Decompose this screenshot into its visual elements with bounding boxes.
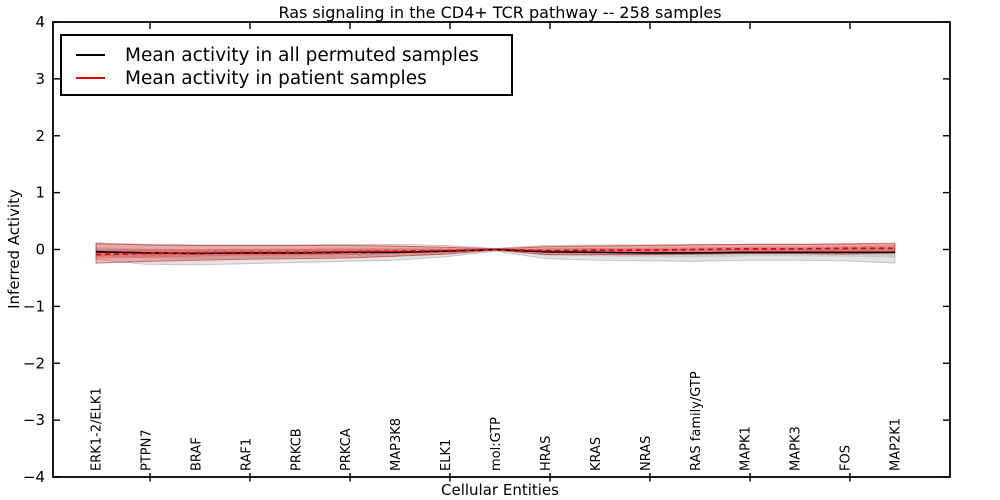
- band-permuted: [95, 242, 896, 266]
- x-tick-label: MAP2K1: [889, 418, 904, 471]
- legend-entry-permuted: Mean activity in all permuted samples: [62, 44, 479, 66]
- x-tick-label: PRKCB: [289, 428, 304, 471]
- y-axis-title: Inferred Activity: [5, 189, 23, 309]
- x-tick-label: FOS: [839, 445, 854, 471]
- legend-line-red: [76, 77, 105, 79]
- legend: Mean activity in all permuted samples Me…: [60, 34, 513, 96]
- y-tick-label: 2: [35, 127, 45, 145]
- x-tick-label: mol:GTP: [489, 417, 504, 471]
- y-tick-label: −4: [23, 468, 45, 486]
- y-tick-label: −2: [23, 354, 45, 372]
- legend-entry-patient: Mean activity in patient samples: [62, 67, 427, 89]
- x-axis-title: Cellular Entities: [441, 481, 559, 499]
- x-tick-label: MAP3K8: [389, 418, 404, 471]
- x-tick-label: NRAS: [639, 436, 654, 471]
- y-tick-label: 4: [35, 13, 45, 31]
- x-tick-label: MAPK3: [789, 426, 804, 471]
- x-tick-label: PTPN7: [139, 429, 154, 471]
- x-tick-label: ERK1-2/ELK1: [90, 387, 105, 471]
- y-tick-label: 1: [35, 184, 45, 202]
- y-tick-label: 3: [35, 70, 45, 88]
- legend-line-black: [76, 54, 105, 56]
- band-inner-permuted: [96, 247, 895, 260]
- y-tick-label: −3: [23, 411, 45, 429]
- x-tick-label: HRAS: [539, 436, 554, 471]
- line-patient-mean: [95, 247, 895, 256]
- x-tick-label: RAS family/GTP: [689, 371, 704, 471]
- legend-label: Mean activity in all permuted samples: [125, 44, 479, 66]
- y-tick-label: −1: [23, 297, 45, 315]
- x-tick-label: KRAS: [589, 437, 604, 471]
- chart-title: Ras signaling in the CD4+ TCR pathway --…: [278, 3, 722, 22]
- x-tick-label: ELK1: [439, 439, 454, 471]
- y-tick-label: 0: [35, 241, 45, 259]
- x-tick-label: MAPK1: [739, 426, 754, 471]
- x-tick-label: BRAF: [189, 437, 204, 471]
- band-inner-patient: [96, 245, 895, 259]
- x-tick-label: RAF1: [239, 438, 254, 471]
- x-tick-label: PRKCA: [339, 428, 354, 471]
- legend-label: Mean activity in patient samples: [125, 67, 427, 89]
